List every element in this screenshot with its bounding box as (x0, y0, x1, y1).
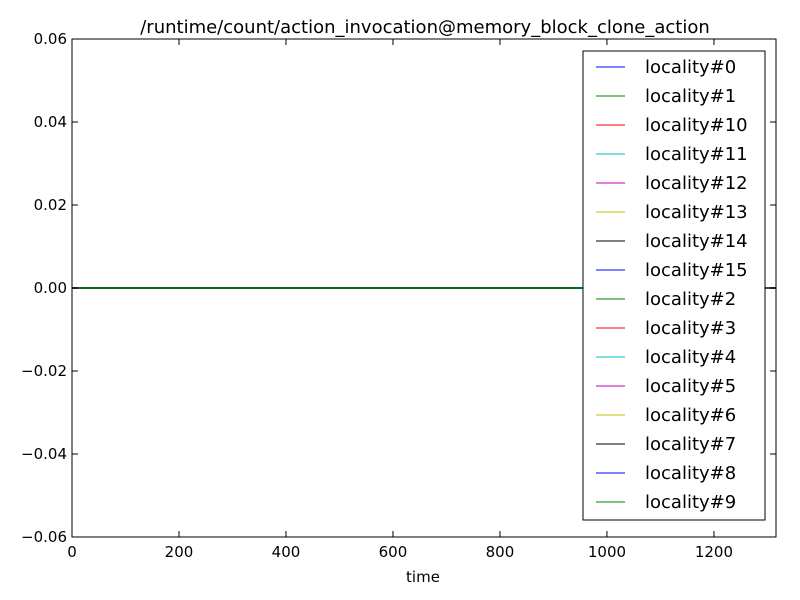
legend-item: locality#2 (596, 289, 736, 310)
legend-item: locality#7 (596, 434, 736, 455)
x-tick-label: 400 (272, 543, 301, 561)
legend-item: locality#9 (596, 492, 736, 513)
legend-label: locality#10 (645, 115, 748, 136)
legend-item: locality#4 (596, 347, 736, 368)
legend-item: locality#6 (596, 405, 736, 426)
x-tick-label: 800 (486, 543, 515, 561)
legend-item: locality#10 (596, 115, 748, 136)
legend-frame (582, 50, 766, 521)
x-tick-label: 0 (67, 543, 77, 561)
legend-item: locality#11 (596, 144, 748, 165)
legend-item: locality#8 (596, 463, 736, 484)
legend-label: locality#12 (645, 173, 748, 194)
chart-title: /runtime/count/action_invocation@memory_… (140, 17, 710, 38)
legend-item: locality#3 (596, 318, 736, 339)
legend-label: locality#14 (645, 231, 748, 252)
x-tick-label: 600 (379, 543, 408, 561)
legend-label: locality#6 (645, 405, 736, 426)
legend-label: locality#7 (645, 434, 736, 455)
y-tick-label: 0.04 (34, 113, 67, 131)
y-axis: 0.06 0.04 0.02 0.00 −0.02 −0.04 −0.06 (21, 30, 776, 546)
legend-label: locality#5 (645, 376, 736, 397)
y-tick-label: 0.02 (34, 196, 67, 214)
y-tick-label: −0.02 (21, 362, 67, 380)
legend-item: locality#1 (596, 86, 736, 107)
legend-label: locality#0 (645, 57, 736, 78)
x-tick-label: 200 (165, 543, 194, 561)
legend-label: locality#4 (645, 347, 736, 368)
legend-label: locality#2 (645, 289, 736, 310)
legend-item: locality#0 (596, 57, 736, 78)
y-tick-label: 0.06 (34, 30, 67, 48)
legend: locality#0 locality#1 locality#10 locality#… (582, 50, 766, 521)
legend-label: locality#1 (645, 86, 736, 107)
x-tick-label: 1000 (588, 543, 626, 561)
legend-label: locality#9 (645, 492, 736, 513)
legend-label: locality#15 (645, 260, 748, 281)
y-tick-label: −0.06 (21, 528, 67, 546)
legend-item: locality#13 (596, 202, 748, 223)
x-axis-label: time (406, 568, 440, 586)
legend-label: locality#3 (645, 318, 736, 339)
legend-label: locality#11 (645, 144, 748, 165)
legend-label: locality#8 (645, 463, 736, 484)
legend-item: locality#14 (596, 231, 748, 252)
legend-label: locality#13 (645, 202, 748, 223)
x-axis: 0 200 400 600 800 1000 1200 (67, 39, 733, 561)
y-tick-label: 0.00 (34, 279, 67, 297)
y-tick-label: −0.04 (21, 445, 67, 463)
legend-item: locality#5 (596, 376, 736, 397)
legend-item: locality#15 (596, 260, 748, 281)
legend-item: locality#12 (596, 173, 748, 194)
x-tick-label: 1200 (695, 543, 733, 561)
